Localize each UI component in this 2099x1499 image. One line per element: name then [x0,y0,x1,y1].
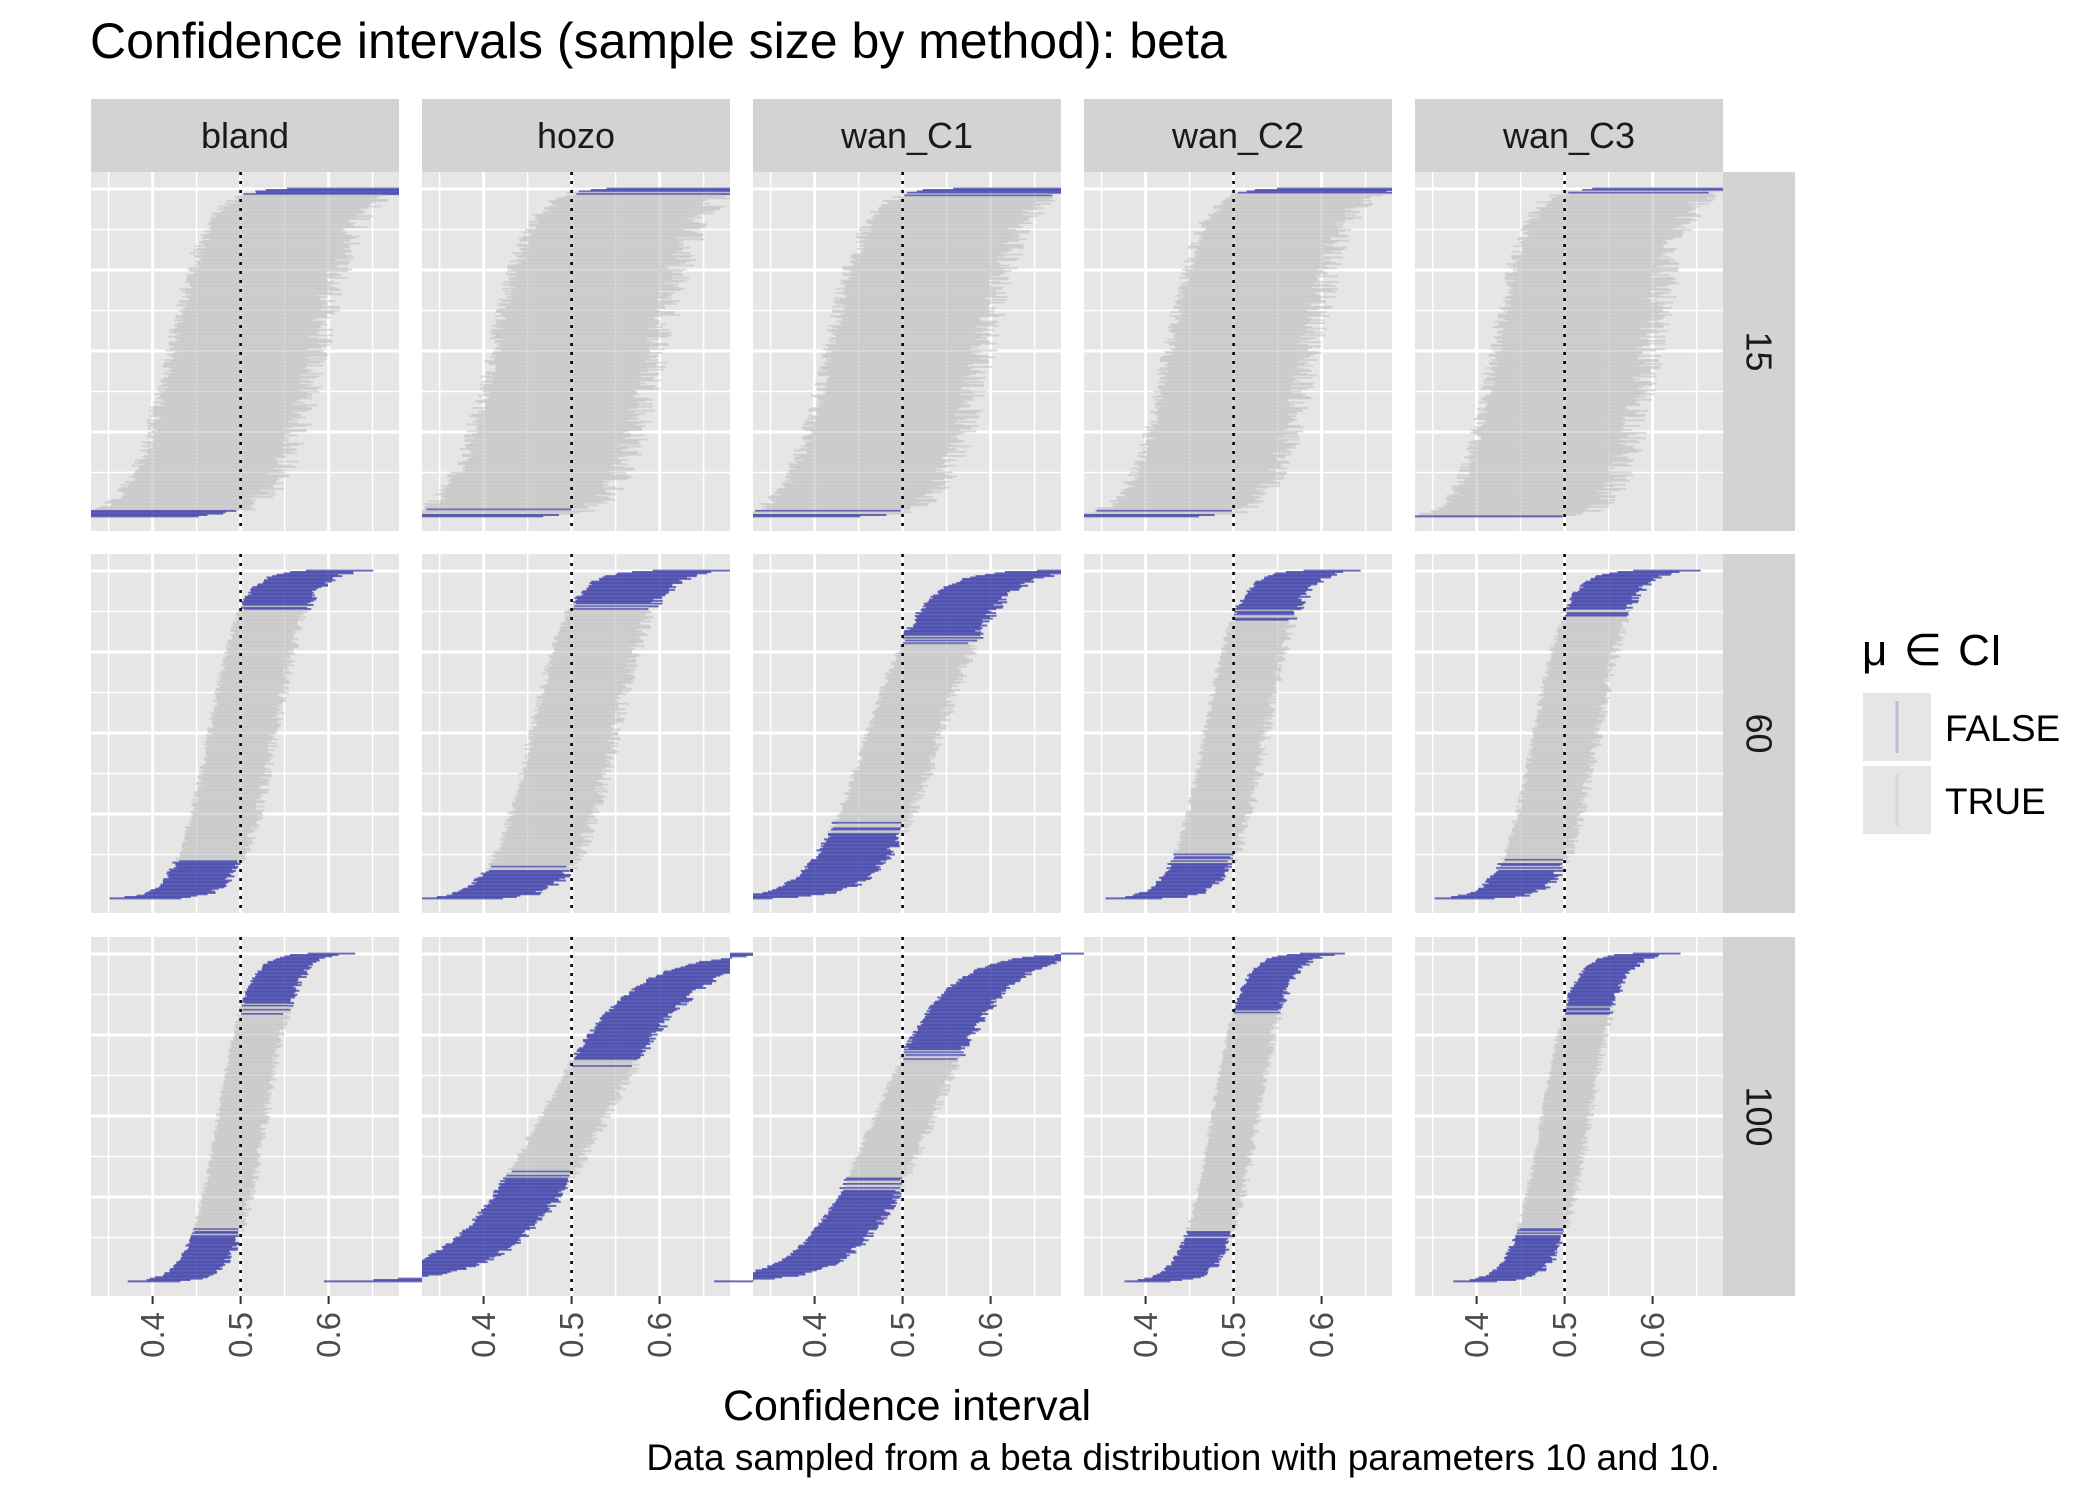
x-tick-label: 0.5 [222,1312,259,1358]
legend-key-false [1863,693,1931,761]
x-tick-label: 0.5 [1215,1312,1252,1358]
intervals [91,187,399,518]
row-strip-label: 15 [1739,331,1780,371]
intervals [1084,187,1392,518]
x-tick-label: 0.5 [553,1312,590,1358]
panel-hozo-100 [323,937,815,1296]
x-tick-label: 0.6 [310,1312,347,1358]
row-strip-bg [1723,937,1795,1296]
intervals [1415,187,1723,518]
x-tick-label: 0.4 [134,1312,171,1358]
x-tick-label: 0.6 [1634,1312,1671,1358]
panel-wan_C2-60 [1084,554,1392,913]
row-strip-bg [1723,172,1795,531]
chart-title: Confidence intervals (sample size by met… [90,13,1227,69]
panel-wan_C2-100 [1084,937,1392,1296]
intervals [1434,569,1701,900]
column-strip-bland: bland [91,99,399,172]
intervals [714,952,1091,1283]
row-strip-bg [1723,554,1795,913]
x-axis-hozo: 0.4 0.5 0.6 [465,1296,678,1358]
intervals [1124,952,1345,1283]
x-tick-label: 0.4 [465,1312,502,1358]
panel-bland-15 [91,172,399,531]
x-tick-label: 0.6 [641,1312,678,1358]
column-strip-bg [91,99,399,172]
column-strip-wan_C3: wan_C3 [1415,99,1723,172]
x-tick-label: 0.6 [972,1312,1009,1358]
x-tick-label: 0.4 [796,1312,833,1358]
intervals [422,569,730,900]
row-strip-15: 15 [1723,172,1795,531]
chart-caption: Data sampled from a beta distribution wi… [646,1437,1720,1478]
x-axis-title: Confidence interval [723,1382,1091,1430]
row-strip-100: 100 [1723,937,1795,1296]
panel-hozo-15 [422,172,730,531]
x-tick-label: 0.4 [1127,1312,1164,1358]
panel-wan_C1-100 [714,937,1091,1296]
row-strip-label: 60 [1739,713,1780,753]
column-strip-bg [1084,99,1392,172]
intervals [109,569,374,900]
intervals [422,187,730,518]
facet-grid: bland hozo wan_C1 wan_C2 wan_C3 15 60 100 0.4 0.5… [91,99,1795,1358]
x-tick-label: 0.5 [884,1312,921,1358]
x-axis-bland: 0.4 0.5 0.6 [134,1296,347,1358]
column-strip-hozo: hozo [422,99,730,172]
row-strip-60: 60 [1723,554,1795,913]
x-axis-wan_C2: 0.4 0.5 0.6 [1127,1296,1340,1358]
intervals [753,569,1061,900]
column-strip-wan_C2: wan_C2 [1084,99,1392,172]
column-strip-label: hozo [537,115,615,156]
column-strip-label: wan_C2 [1171,115,1304,156]
legend: μ ∈ CI FALSE TRUE [1862,626,2060,834]
column-strip-label: bland [201,115,289,156]
column-strip-bg [753,99,1061,172]
panel-wan_C3-60 [1415,554,1723,913]
column-strip-label: wan_C1 [840,115,973,156]
panel-bland-60 [91,554,399,913]
legend-title: μ ∈ CI [1862,626,2002,675]
legend-label-false: FALSE [1945,708,2060,749]
intervals [127,952,356,1283]
x-axis-wan_C1: 0.4 0.5 0.6 [796,1296,1009,1358]
column-strip-bg [422,99,730,172]
x-tick-label: 0.6 [1303,1312,1340,1358]
column-strip-label: wan_C3 [1502,115,1635,156]
legend-title-mu: μ [1862,626,1887,675]
x-tick-label: 0.4 [1458,1312,1495,1358]
panel-hozo-60 [422,554,730,913]
column-strip-wan_C1: wan_C1 [753,99,1061,172]
intervals [323,952,815,1283]
legend-title-element-of: ∈ [1904,626,1942,675]
panel-wan_C2-15 [1084,172,1392,531]
x-axis-wan_C3: 0.4 0.5 0.6 [1458,1296,1671,1358]
legend-title-ci: CI [1958,626,2002,675]
x-tick-label: 0.5 [1546,1312,1583,1358]
panel-wan_C3-15 [1415,172,1723,531]
column-strip-bg [1415,99,1723,172]
intervals [1453,952,1681,1283]
panel-wan_C3-100 [1415,937,1723,1296]
legend-label-true: TRUE [1945,781,2046,822]
intervals [753,187,1061,518]
intervals [1105,569,1361,900]
panel-bland-100 [91,937,399,1296]
panel-wan_C1-15 [753,172,1061,531]
panel-wan_C1-60 [753,554,1061,913]
row-strip-label: 100 [1739,1086,1780,1146]
